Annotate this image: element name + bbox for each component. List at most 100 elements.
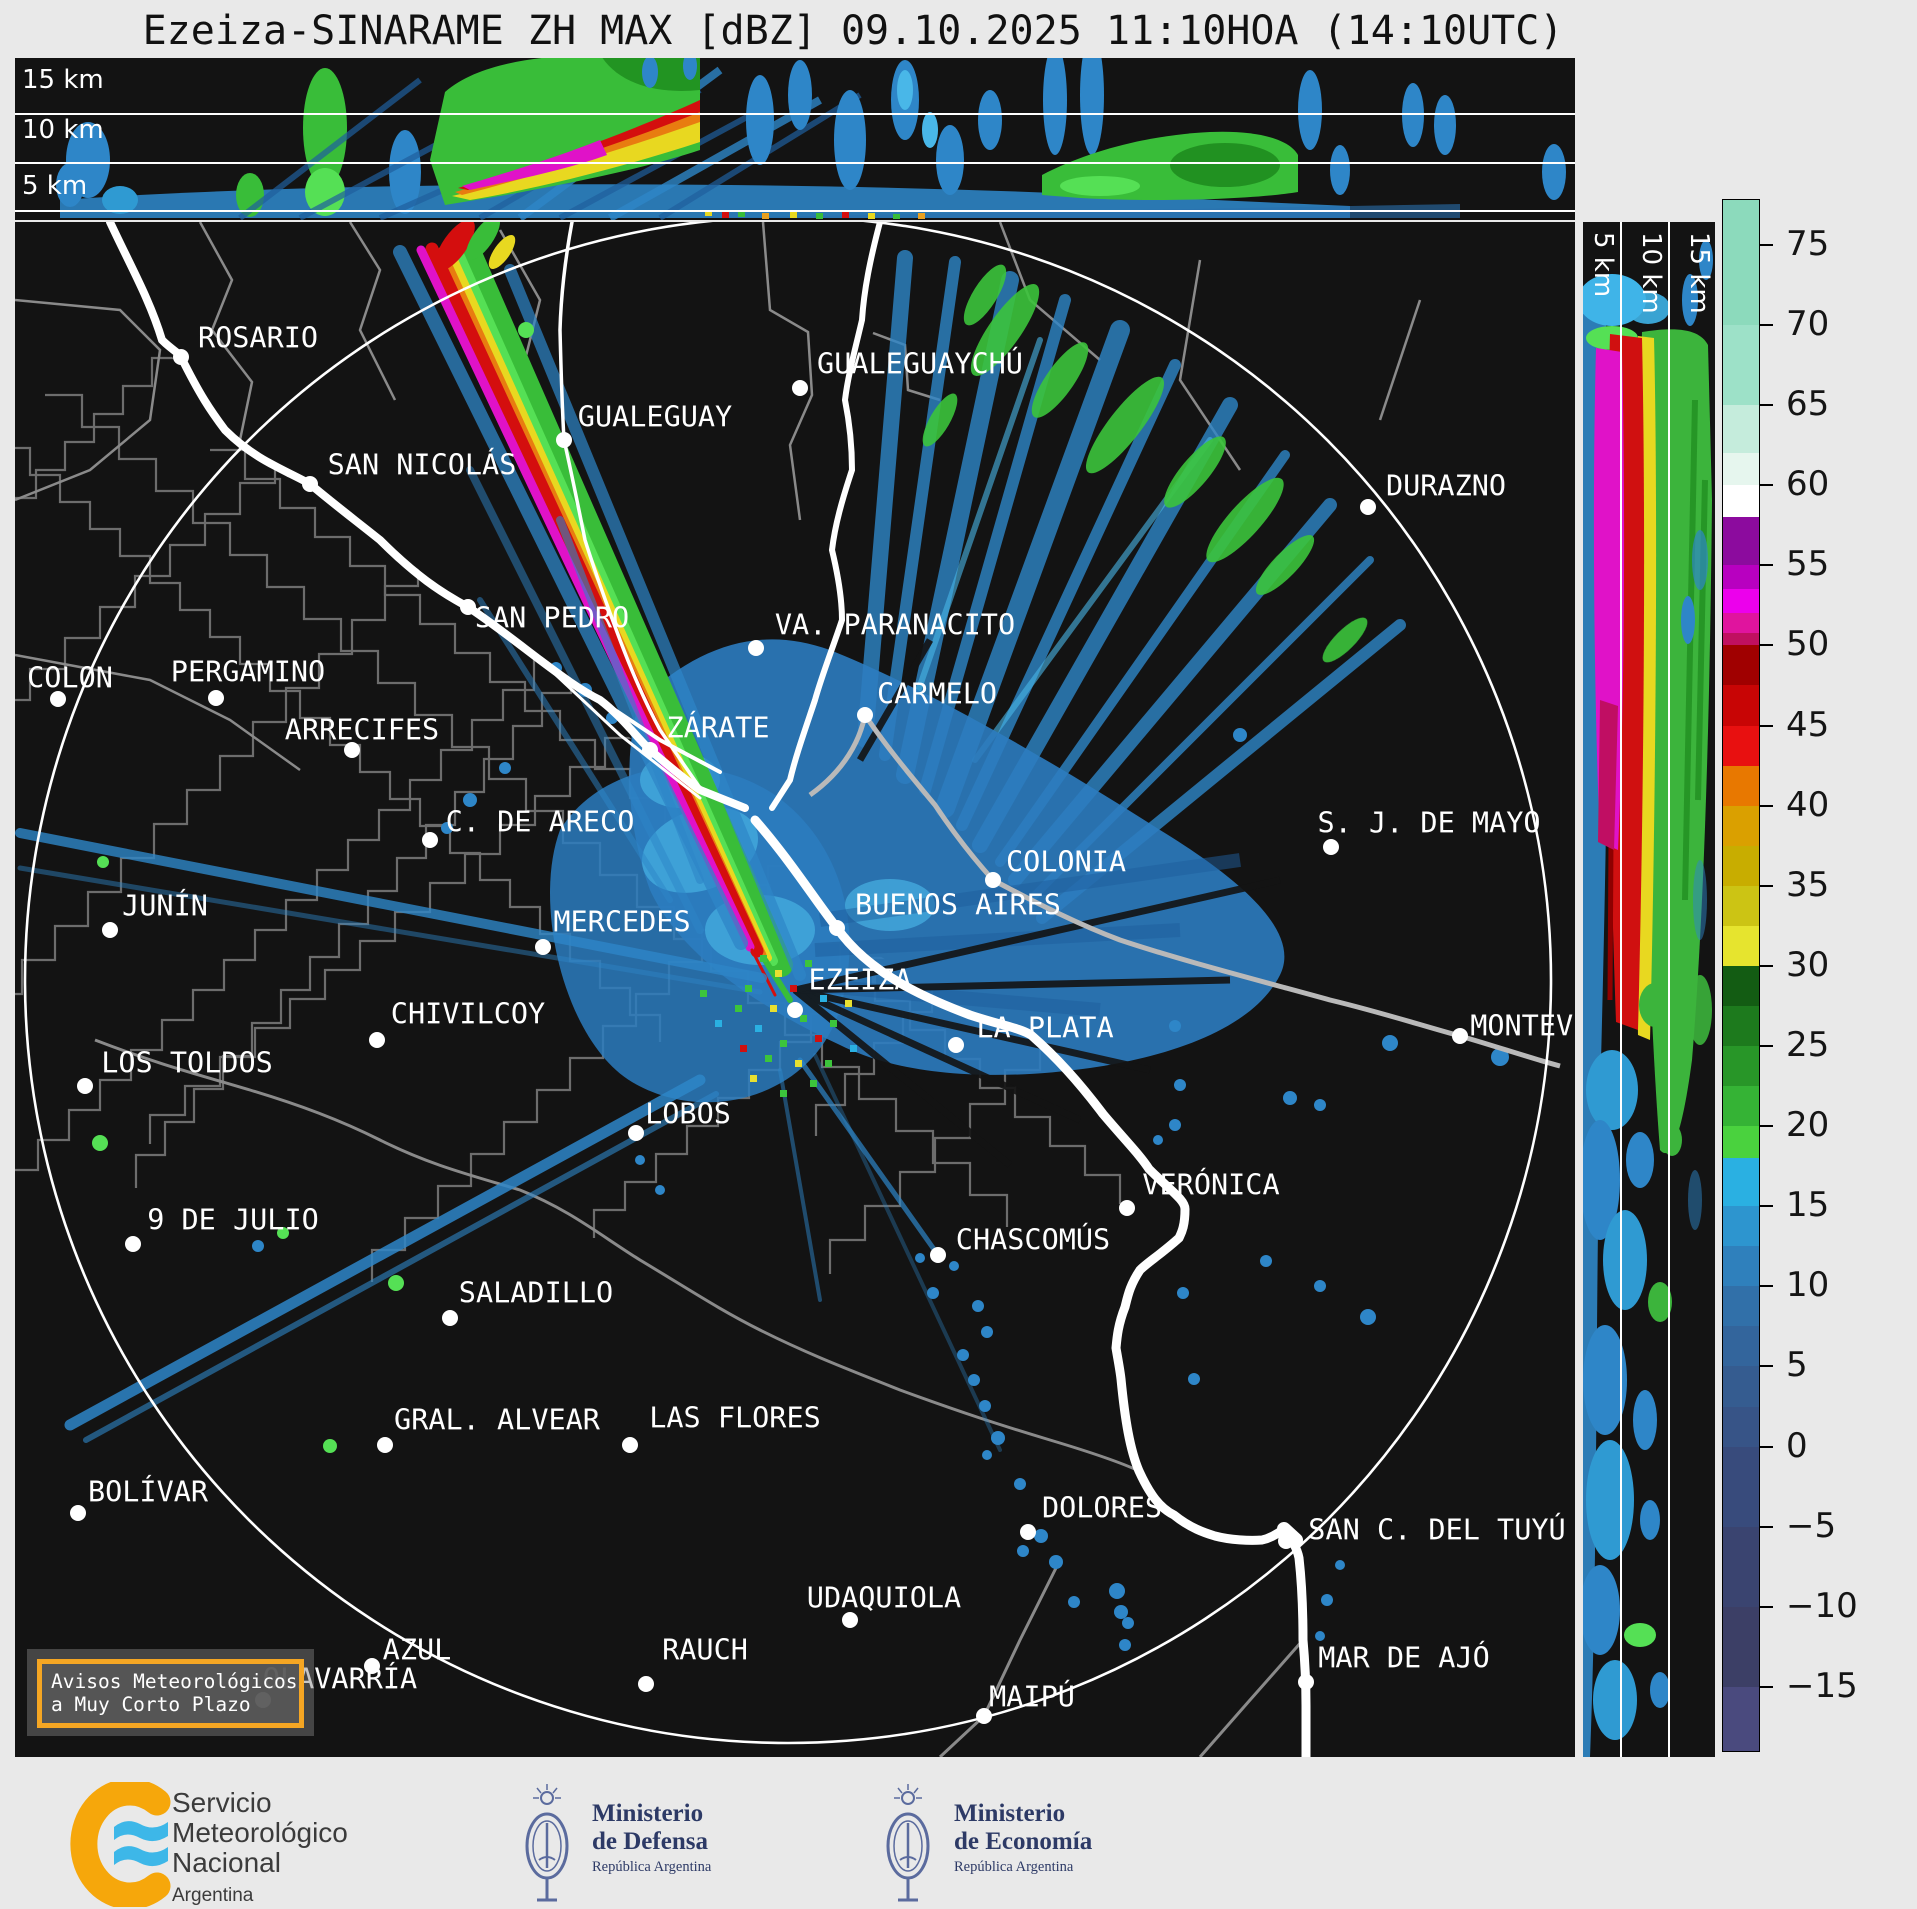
city-label: AZUL bbox=[382, 1633, 452, 1667]
city-label: GUALEGUAY bbox=[577, 400, 733, 434]
colorbar-segment bbox=[1723, 685, 1759, 727]
city-dot bbox=[460, 599, 476, 615]
colorbar-segment bbox=[1723, 1158, 1759, 1207]
colorbar-segment bbox=[1723, 965, 1759, 1007]
city-dot bbox=[842, 1612, 858, 1628]
colorbar-tickmark bbox=[1759, 404, 1773, 407]
city-label: ROSARIO bbox=[197, 321, 319, 355]
colorbar-segment bbox=[1723, 324, 1759, 406]
colorbar-segment bbox=[1723, 485, 1759, 518]
city-dot bbox=[787, 1002, 803, 1018]
colorbar-segment bbox=[1723, 645, 1759, 686]
colorbar-tickmark bbox=[1759, 1205, 1773, 1208]
city-dot bbox=[556, 432, 572, 448]
colorbar-ticklabel: 20 bbox=[1786, 1105, 1830, 1146]
city-dot bbox=[77, 1078, 93, 1094]
city-label: MAIPÚ bbox=[989, 1680, 1075, 1714]
city-label: VERÓNICA bbox=[1142, 1168, 1280, 1202]
city-dot bbox=[369, 1032, 385, 1048]
city-label: CHIVILCOY bbox=[390, 997, 546, 1031]
colorbar-tickmark bbox=[1759, 1445, 1773, 1448]
colorbar-tickmark bbox=[1759, 1045, 1773, 1047]
colorbar-segment bbox=[1723, 632, 1759, 646]
colorbar-ticklabel: 10 bbox=[1786, 1265, 1830, 1306]
colorbar-tickmark bbox=[1759, 884, 1773, 887]
warning-line-2: a Muy Corto Plazo bbox=[51, 1693, 251, 1716]
alt-label-v-5km: 5 km bbox=[1588, 232, 1618, 298]
alt-label-10km: 10 km bbox=[22, 115, 104, 145]
colorbar-tickmark bbox=[1759, 1285, 1773, 1288]
colorbar-ticklabel: 35 bbox=[1786, 864, 1830, 905]
page-title: Ezeiza-SINARAME ZH MAX [dBZ] 09.10.2025 … bbox=[142, 8, 1564, 54]
colorbar-tickmark bbox=[1759, 964, 1773, 967]
colorbar-segment bbox=[1723, 1606, 1759, 1688]
alt-label-v-15km: 15 km bbox=[1684, 232, 1714, 314]
colorbar-segment bbox=[1723, 1126, 1759, 1159]
city-dot bbox=[442, 1310, 458, 1326]
colorbar-segment bbox=[1723, 845, 1759, 887]
colorbar-tickmark bbox=[1759, 724, 1773, 727]
city-label: SALADILLO bbox=[458, 1276, 614, 1310]
colorbar-segment bbox=[1723, 405, 1759, 454]
colorbar-segment bbox=[1723, 517, 1759, 566]
smn-wordmark: Servicio Meteorológico Nacional Argentin… bbox=[172, 1788, 348, 1909]
city-dot bbox=[364, 1658, 380, 1674]
alt-label-v-10km: 10 km bbox=[1636, 232, 1666, 314]
uruguay-coast bbox=[808, 708, 1561, 1069]
defensa-coat-of-arms bbox=[525, 1784, 569, 1902]
colorbar-tickmark bbox=[1759, 644, 1773, 647]
city-dot bbox=[976, 1708, 992, 1724]
colorbar-ticklabel: −15 bbox=[1786, 1665, 1858, 1706]
colorbar-segment bbox=[1723, 1686, 1759, 1752]
city-label: BOLÍVAR bbox=[87, 1475, 209, 1509]
colorbar-segment bbox=[1723, 1286, 1759, 1327]
colorbar-segment bbox=[1723, 453, 1759, 486]
colorbar-segment bbox=[1723, 885, 1759, 927]
colorbar-ticklabel: −10 bbox=[1786, 1585, 1858, 1626]
city-label: LA PLATA bbox=[976, 1011, 1114, 1045]
ministry-economia: Ministerio de Economía República Argenti… bbox=[954, 1800, 1093, 1875]
warning-line-1: Avisos Meteorológicos bbox=[51, 1670, 298, 1693]
city-label: SAN PEDRO bbox=[474, 601, 630, 635]
city-label: CARMELO bbox=[876, 677, 998, 711]
city-label: COLONIA bbox=[1005, 845, 1127, 879]
city-label: LAS FLORES bbox=[649, 1401, 821, 1435]
city-label: MONTEVIDEO bbox=[1470, 1009, 1575, 1043]
salado-river bbox=[94, 1038, 1140, 1473]
city-label: GUALEGUAYCHÚ bbox=[817, 347, 1023, 381]
alt-label-5km: 5 km bbox=[22, 171, 88, 201]
city-label: DURAZNO bbox=[1385, 469, 1507, 503]
city-dot bbox=[948, 1037, 964, 1053]
city-label: VA. PARANACITO bbox=[774, 608, 1016, 642]
city-dot bbox=[829, 920, 845, 936]
colorbar-tickmark bbox=[1759, 1365, 1773, 1368]
colorbar-ticklabel: 40 bbox=[1786, 784, 1830, 825]
city-dot bbox=[628, 1125, 644, 1141]
colorbar-ticklabel: 75 bbox=[1786, 223, 1830, 264]
colorbar-segment bbox=[1723, 725, 1759, 767]
city-dot bbox=[748, 640, 764, 656]
city-label: ARRECIFES bbox=[284, 713, 440, 747]
colorbar-ticklabel: 65 bbox=[1786, 384, 1830, 425]
city-label: SAN NICOLÁS bbox=[327, 448, 517, 482]
colorbar-segment bbox=[1723, 1086, 1759, 1127]
city-dot bbox=[344, 742, 360, 758]
city-dot bbox=[102, 922, 118, 938]
city-dot bbox=[70, 1505, 86, 1521]
nw-storm-streak bbox=[393, 242, 806, 1003]
colorbar-segment bbox=[1723, 1326, 1759, 1367]
city-dot bbox=[792, 380, 808, 396]
colorbar-segment bbox=[1723, 613, 1759, 634]
colorbar-tickmark bbox=[1759, 1685, 1773, 1688]
warning-box: Avisos Meteorológicos a Muy Corto Plazo bbox=[27, 1649, 314, 1736]
city-label: EZEIZA bbox=[808, 963, 912, 997]
colorbar-tickmark bbox=[1759, 243, 1773, 246]
ne-echo-green-patches bbox=[922, 264, 1368, 663]
city-dot bbox=[1360, 499, 1376, 515]
colorbar-segment bbox=[1723, 589, 1759, 614]
city-label: MERCEDES bbox=[553, 905, 691, 939]
colorbar-segment bbox=[1723, 1046, 1759, 1087]
city-label: RAUCH bbox=[662, 1633, 748, 1667]
city-dot bbox=[422, 832, 438, 848]
